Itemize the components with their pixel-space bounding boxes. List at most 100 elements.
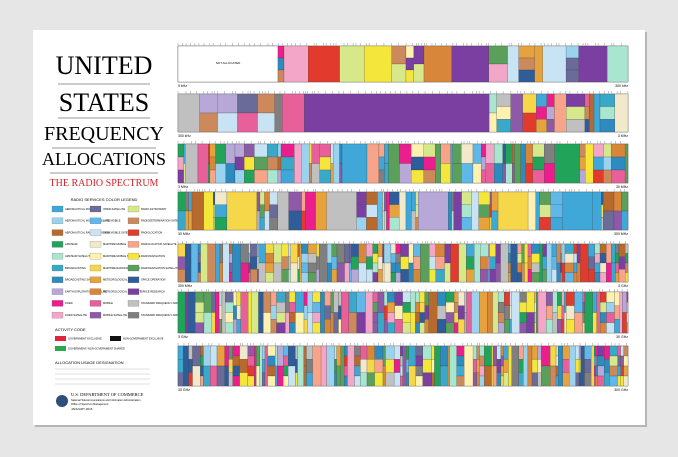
segment xyxy=(611,169,626,184)
segment xyxy=(297,256,300,270)
segment xyxy=(518,345,524,360)
segment xyxy=(276,312,286,323)
segment xyxy=(478,191,491,205)
segment xyxy=(566,106,586,120)
segment xyxy=(311,163,320,184)
segment xyxy=(341,143,368,184)
segment xyxy=(336,345,341,367)
segment xyxy=(200,345,204,357)
segment xyxy=(479,291,488,334)
segment xyxy=(521,243,525,264)
segment xyxy=(544,143,555,164)
segment xyxy=(614,319,620,334)
segment xyxy=(564,272,575,283)
segment xyxy=(552,291,558,313)
segment xyxy=(550,365,557,387)
legend-label: AERONAUTICAL MOBILE SATELLITE xyxy=(65,219,110,223)
segment xyxy=(564,291,567,313)
segment xyxy=(237,112,258,133)
segment xyxy=(578,45,608,83)
segment xyxy=(617,375,621,387)
segment xyxy=(524,262,529,283)
segment xyxy=(295,372,298,387)
segment xyxy=(550,204,563,218)
segment xyxy=(497,302,505,313)
segment xyxy=(537,345,542,360)
segment xyxy=(445,312,455,323)
segment xyxy=(377,269,383,283)
segment xyxy=(354,355,361,367)
segment xyxy=(384,210,387,231)
segment xyxy=(588,269,595,283)
segment xyxy=(534,312,537,323)
legend-swatch xyxy=(127,312,140,319)
segment xyxy=(611,143,626,158)
segment xyxy=(240,291,249,334)
segment xyxy=(555,375,559,387)
segment xyxy=(177,269,186,283)
segment xyxy=(599,93,616,107)
segment xyxy=(415,312,420,323)
legend-swatch xyxy=(89,241,102,248)
segment xyxy=(492,345,497,367)
segment xyxy=(254,156,268,171)
legend-label: EARTH EXPLORATION SATELLITE xyxy=(65,289,107,293)
segment xyxy=(312,302,321,313)
segment xyxy=(236,319,241,334)
segment xyxy=(248,272,251,283)
segment xyxy=(440,143,451,164)
segment xyxy=(594,375,596,387)
segment xyxy=(588,256,595,270)
segment xyxy=(456,365,465,377)
legend-swatch xyxy=(127,229,140,236)
segment xyxy=(489,269,496,283)
segment xyxy=(177,156,184,171)
segment xyxy=(488,243,490,257)
segment xyxy=(606,302,615,313)
segment xyxy=(509,319,512,334)
segment xyxy=(491,191,499,212)
segment xyxy=(472,163,482,184)
subtitle: THE RADIO SPECTRUM xyxy=(50,178,159,189)
segment xyxy=(289,302,296,313)
segment xyxy=(384,163,389,184)
segment xyxy=(607,45,629,83)
segment xyxy=(366,143,380,184)
segment xyxy=(232,355,240,367)
segment xyxy=(269,217,278,231)
left-panel: UNITED STATES FREQUENCY ALLOCATIONS THE … xyxy=(42,51,210,411)
segment xyxy=(248,291,252,334)
segment xyxy=(215,291,220,334)
segment xyxy=(372,272,379,283)
band-start: 30 MHz xyxy=(178,232,190,236)
segment xyxy=(601,204,604,218)
segment xyxy=(511,291,520,334)
legend-label: MOBILE SATELLITE xyxy=(103,313,127,317)
segment xyxy=(324,305,331,320)
segment xyxy=(374,372,384,387)
segment xyxy=(505,163,513,184)
segment xyxy=(479,355,485,367)
segment xyxy=(274,93,283,133)
segment xyxy=(283,365,289,377)
segment xyxy=(512,163,515,184)
segment xyxy=(489,256,496,270)
segment xyxy=(519,322,527,334)
segment xyxy=(247,365,255,377)
segment xyxy=(382,365,386,387)
segment xyxy=(505,143,513,164)
segment xyxy=(560,253,563,264)
segment xyxy=(222,243,230,283)
segment xyxy=(386,191,390,231)
legend-label: AMATEUR xyxy=(65,242,78,246)
legend-swatch xyxy=(127,205,140,213)
segment xyxy=(415,365,424,377)
segment xyxy=(209,169,216,184)
segment xyxy=(534,322,537,334)
segment xyxy=(372,322,379,334)
segment xyxy=(576,262,581,283)
segment xyxy=(257,243,259,257)
segment xyxy=(613,191,622,212)
date: JANUARY 2016 xyxy=(71,407,93,411)
segment xyxy=(276,291,286,303)
